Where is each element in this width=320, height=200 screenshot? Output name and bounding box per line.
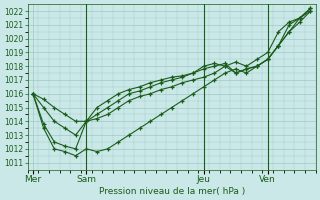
X-axis label: Pression niveau de la mer( hPa ): Pression niveau de la mer( hPa ) xyxy=(99,187,245,196)
